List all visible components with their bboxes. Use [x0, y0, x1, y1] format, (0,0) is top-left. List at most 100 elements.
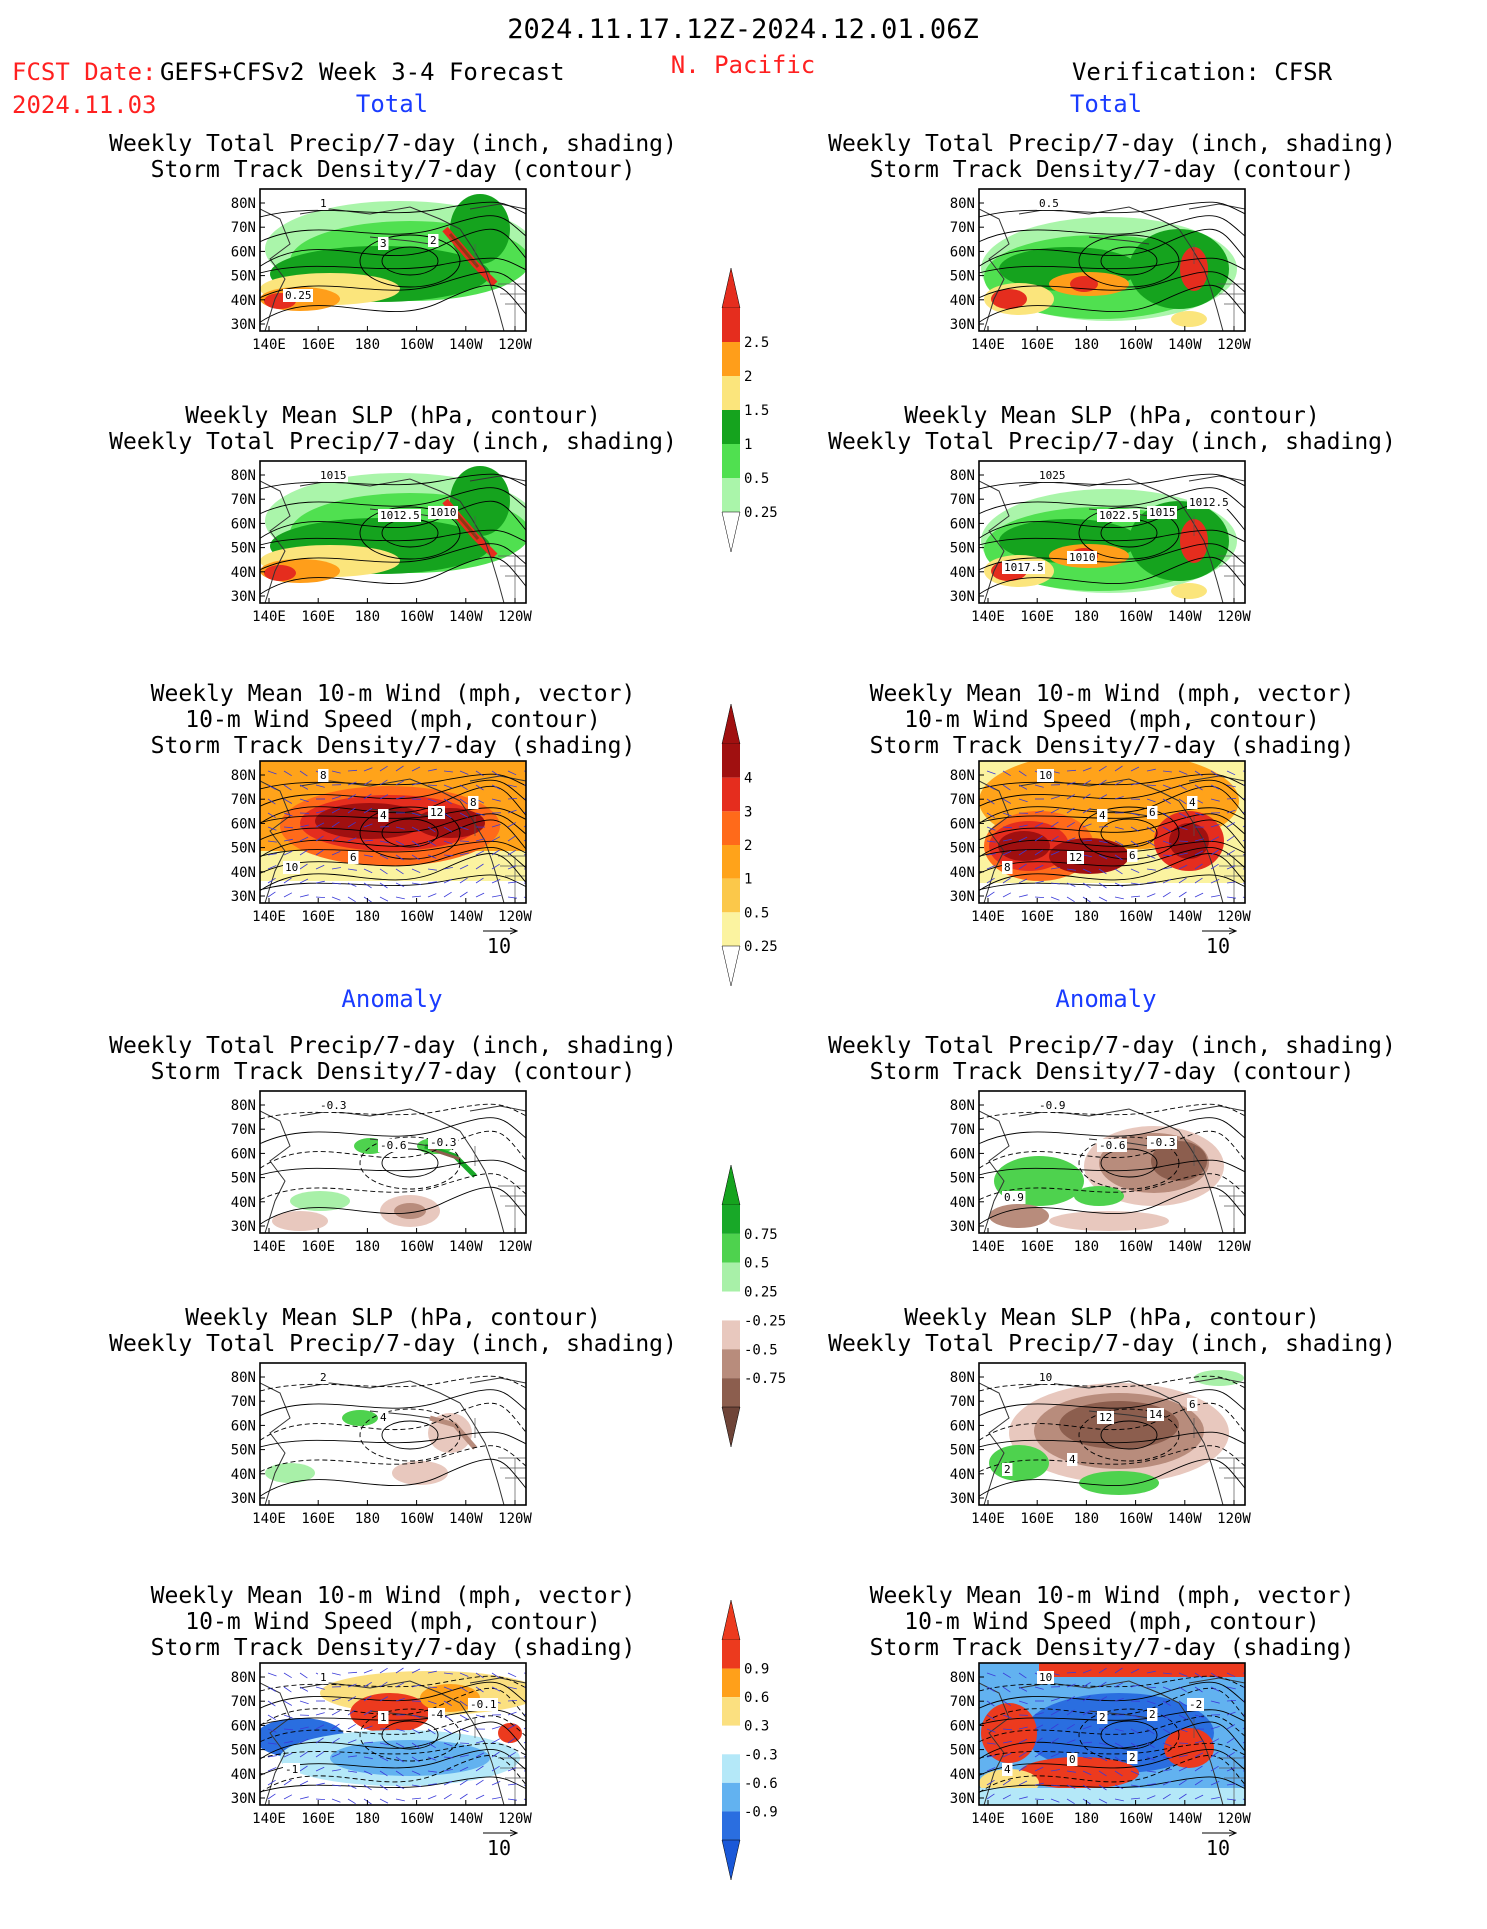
y-tick-label: 80N — [950, 1370, 975, 1386]
colorbar-segment — [722, 1320, 740, 1349]
r-total-slp-panel: Weekly Mean SLP (hPa, contour)Weekly Tot… — [828, 403, 1396, 625]
y-tick-label: 80N — [950, 468, 975, 484]
l-total-precip-title-1: Weekly Total Precip/7-day (inch, shading… — [109, 131, 677, 157]
x-tick-label: 140E — [971, 909, 1005, 925]
y-tick-label: 50N — [231, 1743, 256, 1759]
r-total-wind-title-2: 10-m Wind Speed (mph, contour) — [904, 707, 1319, 733]
x-tick-label: 160E — [301, 1511, 335, 1527]
section-anomaly-right: Anomaly — [1055, 985, 1156, 1013]
date-range-title: 2024.11.17.12Z-2024.12.01.06Z — [507, 14, 978, 45]
y-tick-label: 40N — [950, 1467, 975, 1483]
contour-label: 1 — [320, 1671, 327, 1684]
colorbars: 2.521.510.50.2543210.50.250.750.50.25-0.… — [722, 268, 786, 1880]
l-anom-wind-panel: Weekly Mean 10-m Wind (mph, vector)10-m … — [151, 1583, 636, 1860]
y-tick-label: 70N — [950, 220, 975, 236]
y-tick-label: 40N — [231, 1767, 256, 1783]
x-tick-label: 140W — [1168, 609, 1202, 625]
colorbar-segment — [722, 879, 740, 913]
contour-label: 4 — [1099, 809, 1106, 822]
colorbar-segment — [722, 1640, 740, 1669]
wind-shade — [260, 881, 526, 903]
colorbar-label: 4 — [744, 771, 752, 787]
awindR-shade — [979, 1788, 1245, 1805]
contour-label: 4 — [380, 1411, 387, 1424]
colorbar-bottom-arrow — [722, 1840, 740, 1880]
colorbar-segment — [722, 478, 740, 512]
contour-label: 2 — [1129, 1751, 1136, 1764]
y-tick-label: 50N — [950, 841, 975, 857]
colorbar-total-precip: 2.521.510.50.25 — [722, 268, 778, 552]
x-tick-label: 140W — [449, 337, 483, 353]
y-tick-label: 70N — [231, 792, 256, 808]
x-tick-label: 140E — [252, 1239, 286, 1255]
y-tick-label: 40N — [950, 1195, 975, 1211]
x-tick-label: 160E — [1020, 1511, 1054, 1527]
r-anom-wind-panel: Weekly Mean 10-m Wind (mph, vector)10-m … — [870, 1583, 1355, 1860]
colorbar-segment — [722, 444, 740, 478]
y-tick-label: 40N — [950, 1767, 975, 1783]
contour-label: 12 — [430, 806, 443, 819]
x-tick-label: 120W — [498, 909, 532, 925]
y-tick-label: 60N — [950, 1146, 975, 1162]
x-tick-label: 160W — [1119, 909, 1153, 925]
colorbar-label: 1 — [744, 437, 752, 453]
y-tick-label: 40N — [231, 1467, 256, 1483]
reference-vector-label: 10 — [487, 1836, 511, 1860]
x-tick-label: 180 — [1074, 1239, 1099, 1255]
x-tick-label: 120W — [1217, 1239, 1251, 1255]
colorbar-label: 1.5 — [744, 403, 769, 419]
y-tick-label: 80N — [231, 768, 256, 784]
x-tick-label: 120W — [1217, 1811, 1251, 1827]
contour-label: 12 — [1069, 851, 1082, 864]
contour-label: 1025 — [1039, 469, 1066, 482]
colorbar-label: 0.5 — [744, 1256, 769, 1272]
contour-label: -4 — [430, 1708, 444, 1721]
y-tick-label: 40N — [231, 293, 256, 309]
colorbar-bottom-arrow — [722, 1407, 740, 1447]
x-tick-label: 180 — [1074, 609, 1099, 625]
contour-label: 1015 — [1149, 506, 1176, 519]
y-tick-label: 40N — [950, 865, 975, 881]
y-tick-label: 30N — [231, 317, 256, 333]
r-total-wind-title-1: Weekly Mean 10-m Wind (mph, vector) — [870, 681, 1355, 707]
y-tick-label: 60N — [950, 1718, 975, 1734]
x-tick-label: 180 — [1074, 909, 1099, 925]
x-tick-label: 140E — [971, 609, 1005, 625]
l-total-precip-panel: Weekly Total Precip/7-day (inch, shading… — [109, 131, 677, 353]
contour-label: 4 — [380, 809, 387, 822]
x-tick-label: 180 — [355, 1511, 380, 1527]
windR-shade — [998, 831, 1050, 861]
colorbar-segment — [722, 1697, 740, 1726]
wind-vector — [460, 841, 469, 842]
x-tick-label: 180 — [1074, 1511, 1099, 1527]
aslpR-shade — [989, 1445, 1049, 1481]
l-total-slp-panel: Weekly Mean SLP (hPa, contour)Weekly Tot… — [109, 403, 677, 625]
contour-label: 6 — [1149, 806, 1156, 819]
x-tick-label: 120W — [498, 1511, 532, 1527]
r-anom-precip-title-1: Weekly Total Precip/7-day (inch, shading… — [828, 1033, 1396, 1059]
y-tick-label: 60N — [231, 1418, 256, 1434]
contour-label: 12 — [1099, 1411, 1112, 1424]
colorbar-label: 0.9 — [744, 1662, 769, 1678]
x-tick-label: 180 — [1074, 337, 1099, 353]
aprecipR-shade — [1074, 1186, 1124, 1206]
x-tick-label: 120W — [498, 337, 532, 353]
precipR-shade — [1171, 311, 1207, 327]
reference-vector-label: 10 — [1206, 934, 1230, 958]
contour-label: 6 — [1129, 849, 1136, 862]
y-tick-label: 80N — [950, 768, 975, 784]
contour-label: 8 — [1004, 861, 1011, 874]
x-tick-label: 140E — [971, 1239, 1005, 1255]
x-tick-label: 140E — [971, 337, 1005, 353]
colorbar-label: 0.25 — [744, 505, 778, 521]
x-tick-label: 120W — [1217, 909, 1251, 925]
section-anomaly-left: Anomaly — [341, 985, 442, 1013]
colorbar-segment — [722, 1263, 740, 1292]
r-total-slp-title-2: Weekly Total Precip/7-day (inch, shading… — [828, 429, 1396, 455]
l-total-slp-title-1: Weekly Mean SLP (hPa, contour) — [185, 403, 600, 429]
